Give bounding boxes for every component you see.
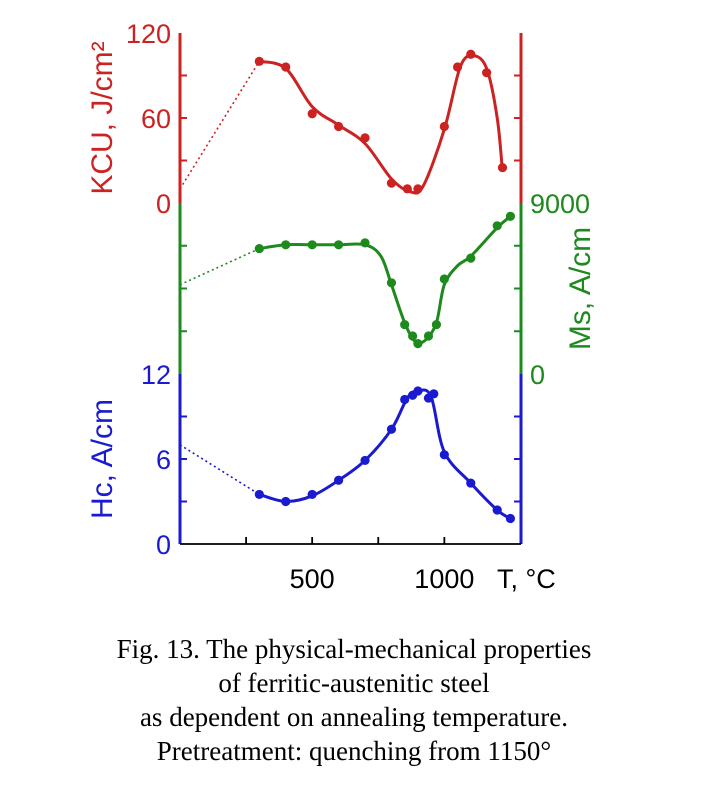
caption-line-4: Pretreatment: quenching from 1150° xyxy=(156,736,552,766)
kcu-data-point xyxy=(413,184,423,194)
kcu-data-point xyxy=(497,162,508,173)
kcu-data-point xyxy=(254,56,264,66)
x-tick-label: 1000 xyxy=(414,564,474,594)
ms-data-point xyxy=(413,339,423,349)
ms-data-point xyxy=(307,240,317,250)
hc-tick-label: 12 xyxy=(141,360,171,390)
hc-extrapolation-line xyxy=(179,444,260,496)
ms-data-point xyxy=(466,253,476,263)
hc-data-point xyxy=(334,475,344,485)
ms-data-point xyxy=(492,221,502,231)
hc-data-point xyxy=(439,450,449,460)
hc-tick-label: 6 xyxy=(156,445,171,475)
kcu-data-point xyxy=(360,133,370,143)
ms-tick-label: 0 xyxy=(530,360,545,390)
ms-data-point xyxy=(281,240,291,250)
kcu-data-point xyxy=(402,184,412,194)
kcu-data-point xyxy=(452,62,463,72)
panel-hc: 0 6 12 Hc, A/cm xyxy=(86,360,523,560)
hc-data-point xyxy=(307,489,317,500)
caption-line-2: of ferritic-austenitic steel xyxy=(218,668,490,698)
ms-data-point xyxy=(423,331,434,341)
x-tick-label: 500 xyxy=(290,564,335,594)
ms-data-point xyxy=(334,240,344,250)
kcu-data-point xyxy=(281,62,291,72)
kcu-data-point xyxy=(386,178,397,188)
ms-data-point xyxy=(386,278,397,288)
ms-data-point xyxy=(400,320,410,330)
kcu-axis-title: KCU, J/cm² xyxy=(86,41,119,194)
kcu-data-point xyxy=(466,49,476,59)
ms-data-point xyxy=(439,274,449,284)
ms-extrapolation-line xyxy=(179,247,260,286)
kcu-tick-label: 60 xyxy=(141,104,171,134)
kcu-tick-label: 120 xyxy=(126,19,171,49)
x-axis: 500 1000 T, °C xyxy=(180,537,556,594)
hc-axis-title: Hc, A/cm xyxy=(86,399,119,519)
kcu-series-line xyxy=(258,54,504,195)
kcu-extrapolation-line xyxy=(179,60,260,190)
hc-data-point xyxy=(281,496,291,507)
hc-data-point xyxy=(360,455,370,466)
hc-data-point xyxy=(505,513,516,524)
panel-ms: 0 9000 Ms, A/cm xyxy=(178,189,597,390)
ms-series-line xyxy=(259,215,512,345)
hc-data-point xyxy=(386,424,397,434)
hc-series-line xyxy=(258,388,512,520)
hc-data-point xyxy=(400,394,410,405)
hc-data-point xyxy=(254,489,264,500)
ms-data-point xyxy=(254,244,264,254)
ms-axis-title: Ms, A/cm xyxy=(564,227,597,350)
hc-data-point xyxy=(413,386,423,396)
kcu-tick-label: 0 xyxy=(156,189,171,219)
caption-line-3: as dependent on annealing temperature. xyxy=(139,702,569,732)
kcu-data-point xyxy=(307,109,317,119)
hc-data-point xyxy=(492,505,502,515)
ms-data-point xyxy=(408,331,418,341)
x-axis-title: T, °C xyxy=(497,564,556,594)
hc-tick-label: 0 xyxy=(156,530,171,560)
figure-caption: Fig. 13. The physical-mechanical propert… xyxy=(0,632,708,768)
kcu-data-point xyxy=(439,121,449,132)
kcu-data-point xyxy=(334,121,344,132)
hc-data-point xyxy=(466,478,476,488)
kcu-data-point xyxy=(482,68,492,78)
caption-line-1: Fig. 13. The physical-mechanical propert… xyxy=(116,634,592,664)
ms-tick-label: 9000 xyxy=(530,189,590,219)
ms-data-point xyxy=(505,211,516,221)
ms-data-point xyxy=(431,320,442,330)
ms-data-point xyxy=(360,238,370,248)
hc-data-point xyxy=(429,389,439,399)
